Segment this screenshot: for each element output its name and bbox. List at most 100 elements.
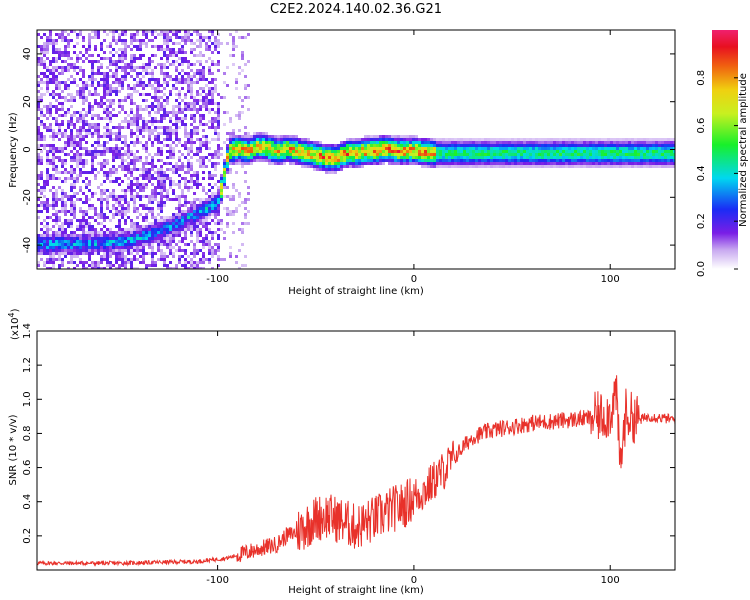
heatmap-cell: [103, 234, 106, 237]
heatmap-cell: [73, 168, 76, 171]
heatmap-cell: [97, 267, 100, 269]
heatmap-cell: [190, 207, 193, 210]
heatmap-cell: [301, 162, 304, 165]
heatmap-cell: [52, 255, 55, 258]
heatmap-cell: [178, 246, 181, 249]
heatmap-cell: [631, 153, 634, 156]
heatmap-cell: [88, 225, 91, 228]
heatmap-cell: [166, 30, 169, 33]
heatmap-cell: [289, 150, 292, 153]
heatmap-cell: [427, 138, 430, 141]
heatmap-cell: [70, 234, 73, 237]
heatmap-cell: [91, 261, 94, 264]
heatmap-cell: [40, 171, 43, 174]
heatmap-cell: [313, 165, 316, 168]
heatmap-cell: [253, 159, 256, 162]
heatmap-cell: [241, 141, 244, 144]
heatmap-cell: [73, 141, 76, 144]
heatmap-cell: [214, 216, 217, 219]
heatmap-cell: [322, 165, 325, 168]
heatmap-cell: [73, 201, 76, 204]
heatmap-cell: [85, 159, 88, 162]
heatmap-cell: [154, 105, 157, 108]
heatmap-cell: [190, 162, 193, 165]
heatmap-cell: [289, 141, 292, 144]
heatmap-cell: [178, 258, 181, 261]
heatmap-cell: [217, 189, 220, 192]
heatmap-cell: [211, 78, 214, 81]
heatmap-cell: [367, 138, 370, 141]
heatmap-cell: [52, 174, 55, 177]
heatmap-cell: [163, 48, 166, 51]
heatmap-cell: [499, 162, 502, 165]
heatmap-cell: [220, 192, 223, 195]
heatmap-cell: [43, 60, 46, 63]
heatmap-cell: [172, 234, 175, 237]
heatmap-cell: [358, 141, 361, 144]
heatmap-cell: [181, 192, 184, 195]
heatmap-cell: [493, 156, 496, 159]
heatmap-cell: [493, 165, 496, 168]
heatmap-cell: [109, 30, 112, 33]
heatmap-cell: [55, 123, 58, 126]
heatmap-cell: [166, 129, 169, 132]
heatmap-cell: [157, 105, 160, 108]
heatmap-cell: [313, 141, 316, 144]
heatmap-cell: [196, 33, 199, 36]
heatmap-cell: [442, 147, 445, 150]
heatmap-cell: [127, 120, 130, 123]
heatmap-cell: [67, 99, 70, 102]
heatmap-cell: [268, 162, 271, 165]
heatmap-cell: [109, 174, 112, 177]
heatmap-cell: [85, 150, 88, 153]
heatmap-cell: [166, 33, 169, 36]
heatmap-cell: [169, 93, 172, 96]
heatmap-cell: [52, 51, 55, 54]
heatmap-cell: [55, 246, 58, 249]
heatmap-cell: [133, 222, 136, 225]
heatmap-cell: [634, 141, 637, 144]
heatmap-cell: [157, 90, 160, 93]
heatmap-cell: [178, 126, 181, 129]
heatmap-cell: [439, 138, 442, 141]
heatmap-cell: [97, 264, 100, 267]
heatmap-cell: [523, 153, 526, 156]
heatmap-cell: [322, 156, 325, 159]
heatmap-cell: [160, 69, 163, 72]
heatmap-cell: [67, 42, 70, 45]
heatmap-cell: [109, 240, 112, 243]
heatmap-cell: [124, 192, 127, 195]
heatmap-cell: [109, 129, 112, 132]
heatmap-cell: [292, 138, 295, 141]
heatmap-cell: [70, 174, 73, 177]
heatmap-cell: [214, 249, 217, 252]
heatmap-cell: [205, 108, 208, 111]
heatmap-cell: [478, 165, 481, 168]
heatmap-cell: [598, 147, 601, 150]
heatmap-cell: [55, 258, 58, 261]
heatmap-cell: [130, 96, 133, 99]
heatmap-cell: [154, 186, 157, 189]
heatmap-cell: [130, 162, 133, 165]
heatmap-cell: [199, 99, 202, 102]
heatmap-cell: [73, 171, 76, 174]
heatmap-cell: [409, 141, 412, 144]
heatmap-cell: [550, 144, 553, 147]
heatmap-cell: [205, 48, 208, 51]
heatmap-cell: [124, 78, 127, 81]
heatmap-cell: [58, 243, 61, 246]
heatmap-cell: [616, 156, 619, 159]
heatmap-cell: [556, 156, 559, 159]
heatmap-cell: [130, 258, 133, 261]
heatmap-cell: [136, 126, 139, 129]
heatmap-cell: [202, 36, 205, 39]
heatmap-cell: [118, 54, 121, 57]
heatmap-cell: [109, 261, 112, 264]
heatmap-cell: [292, 162, 295, 165]
heatmap-cell: [304, 153, 307, 156]
heatmap-cell: [232, 36, 235, 39]
heatmap-cell: [139, 114, 142, 117]
heatmap-cell: [124, 189, 127, 192]
heatmap-cell: [184, 234, 187, 237]
